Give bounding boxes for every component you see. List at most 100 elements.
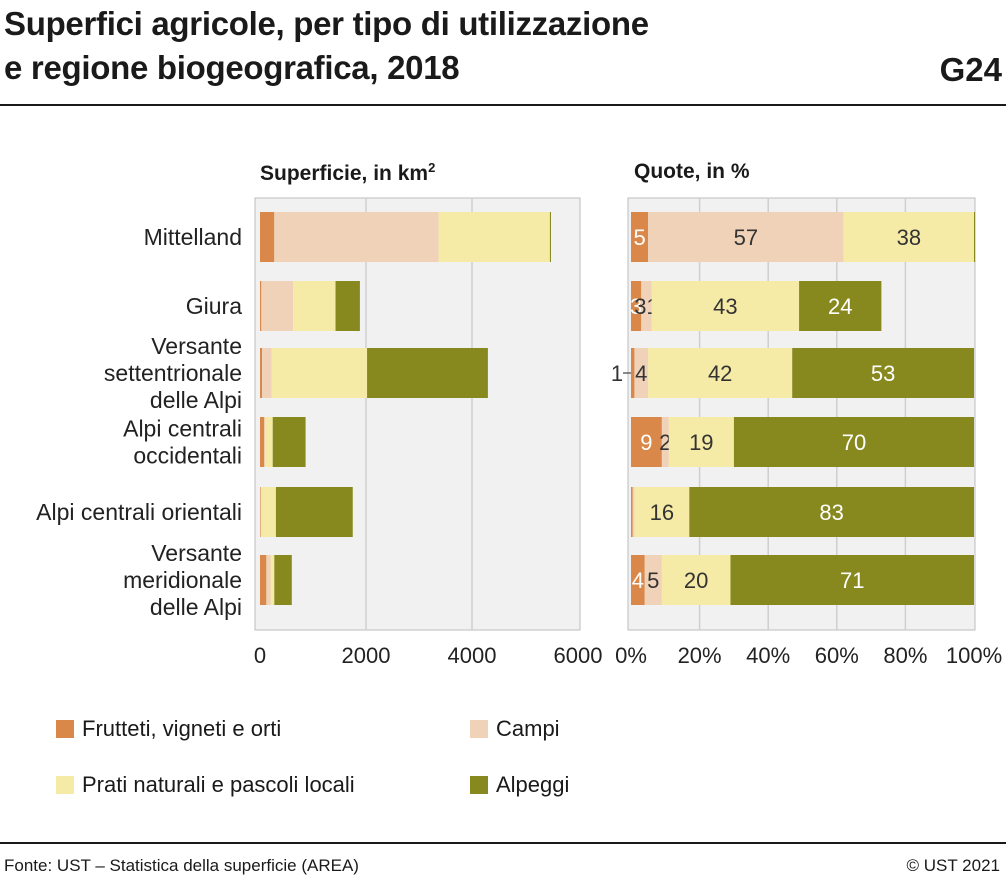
pct-data-label: 20 <box>684 568 708 593</box>
pct-tick-label: 40% <box>746 643 790 668</box>
legend-label-campi: Campi <box>496 716 560 741</box>
legend-item-alpeggi: Alpeggi <box>470 772 569 798</box>
legend-swatch-frutteti <box>56 720 74 738</box>
abs-bar <box>260 348 263 398</box>
legend-item-prati: Prati naturali e pascoli locali <box>56 772 355 798</box>
abs-bar <box>260 487 261 537</box>
pct-bar <box>843 212 974 262</box>
pct-data-label: 70 <box>842 430 866 455</box>
pct-data-label: 4 <box>635 361 647 386</box>
pct-bar <box>631 281 642 331</box>
abs-tick-label: 0 <box>254 643 266 668</box>
pct-data-label: 38 <box>897 225 921 250</box>
abs-bar <box>549 212 551 262</box>
chart-title: Superfici agricole, per tipo di utilizza… <box>4 2 764 90</box>
pct-data-label: 1 <box>611 361 623 386</box>
pct-data-label: 43 <box>713 294 737 319</box>
pct-bar <box>661 555 731 605</box>
abs-bar <box>274 212 439 262</box>
abs-panel-bg <box>254 197 581 631</box>
pct-bar <box>974 212 976 262</box>
abs-tick-label: 6000 <box>554 643 603 668</box>
abs-bar <box>274 555 292 605</box>
category-label: meridionale <box>123 567 242 593</box>
copyright-note: © UST 2021 <box>906 856 1000 875</box>
abs-tick-label: 2000 <box>342 643 391 668</box>
pct-bar <box>644 555 662 605</box>
pct-bar <box>631 487 633 537</box>
pct-bar <box>792 348 974 398</box>
pct-data-label: 4 <box>632 568 644 593</box>
abs-bar <box>260 417 265 467</box>
category-label: delle Alpi <box>150 387 242 413</box>
abs-bar <box>438 212 550 262</box>
legend-swatch-alpeggi <box>470 776 488 794</box>
pct-tick-label: 60% <box>815 643 859 668</box>
category-label: delle Alpi <box>150 594 242 620</box>
abs-tick-label: 4000 <box>448 643 497 668</box>
pct-bar <box>648 212 844 262</box>
pct-data-label: 53 <box>871 361 895 386</box>
abs-bar <box>272 417 306 467</box>
pct-tick-label: 20% <box>678 643 722 668</box>
pct-data-label: 9 <box>640 430 652 455</box>
source-note: Fonte: UST – Statistica della superficie… <box>4 856 359 875</box>
abs-bar <box>261 281 294 331</box>
pct-data-label: 71 <box>840 568 864 593</box>
pct-bar <box>730 555 974 605</box>
abs-bar <box>260 487 262 537</box>
abs-bar <box>367 348 488 398</box>
top-rule <box>0 104 1006 106</box>
left-panel-title: Superficie, in km2 <box>260 160 436 185</box>
pct-bar <box>634 487 690 537</box>
pct-data-label: 16 <box>650 500 674 525</box>
category-label: Versante <box>151 540 242 566</box>
legend-swatch-campi <box>470 720 488 738</box>
category-label: Giura <box>186 293 242 319</box>
pct-data-label: 83 <box>819 500 843 525</box>
bottom-rule <box>0 842 1006 844</box>
abs-bar <box>260 555 267 605</box>
abs-bar <box>266 555 271 605</box>
pct-bar <box>631 417 662 467</box>
abs-bar <box>261 487 276 537</box>
category-label: Mittelland <box>144 224 242 250</box>
legend: Frutteti, vigneti e orti Campi Prati nat… <box>56 716 956 816</box>
legend-label-frutteti: Frutteti, vigneti e orti <box>82 716 282 741</box>
category-label: settentrionale <box>104 360 242 386</box>
pct-tick-label: 0% <box>615 643 647 668</box>
abs-bar <box>260 212 275 262</box>
pct-tick-label: 100% <box>946 643 1002 668</box>
legend-label-alpeggi: Alpeggi <box>496 772 570 797</box>
pct-bar <box>668 417 734 467</box>
pct-data-label: 19 <box>689 430 713 455</box>
pct-bar <box>651 281 800 331</box>
abs-bar <box>271 348 368 398</box>
abs-bar <box>262 348 272 398</box>
abs-bar <box>265 417 273 467</box>
pct-bar <box>648 348 793 398</box>
category-label: Alpi centrali orientali <box>36 499 242 525</box>
category-label: occidentali <box>133 443 242 469</box>
pct-bar <box>631 212 649 262</box>
abs-bar <box>260 281 262 331</box>
abs-bar <box>264 417 266 467</box>
legend-label-prati: Prati naturali e pascoli locali <box>82 772 355 797</box>
category-label: Alpi centrali <box>123 416 242 442</box>
pct-bar <box>733 417 974 467</box>
title-line-2: e regione biogeografica, 2018 <box>4 49 460 86</box>
pct-bar <box>631 348 635 398</box>
pct-bar <box>632 487 635 537</box>
abs-bar <box>270 555 275 605</box>
pct-bar <box>641 281 652 331</box>
pct-bar <box>799 281 882 331</box>
pct-data-label: 5 <box>647 568 659 593</box>
right-panel-title: Quote, in % <box>634 160 750 183</box>
legend-item-campi: Campi <box>470 716 560 742</box>
pct-data-label: 3 <box>630 294 642 319</box>
pct-data-label: 42 <box>708 361 732 386</box>
abs-bar <box>275 487 353 537</box>
pct-bar <box>661 417 669 467</box>
abs-bar <box>293 281 336 331</box>
